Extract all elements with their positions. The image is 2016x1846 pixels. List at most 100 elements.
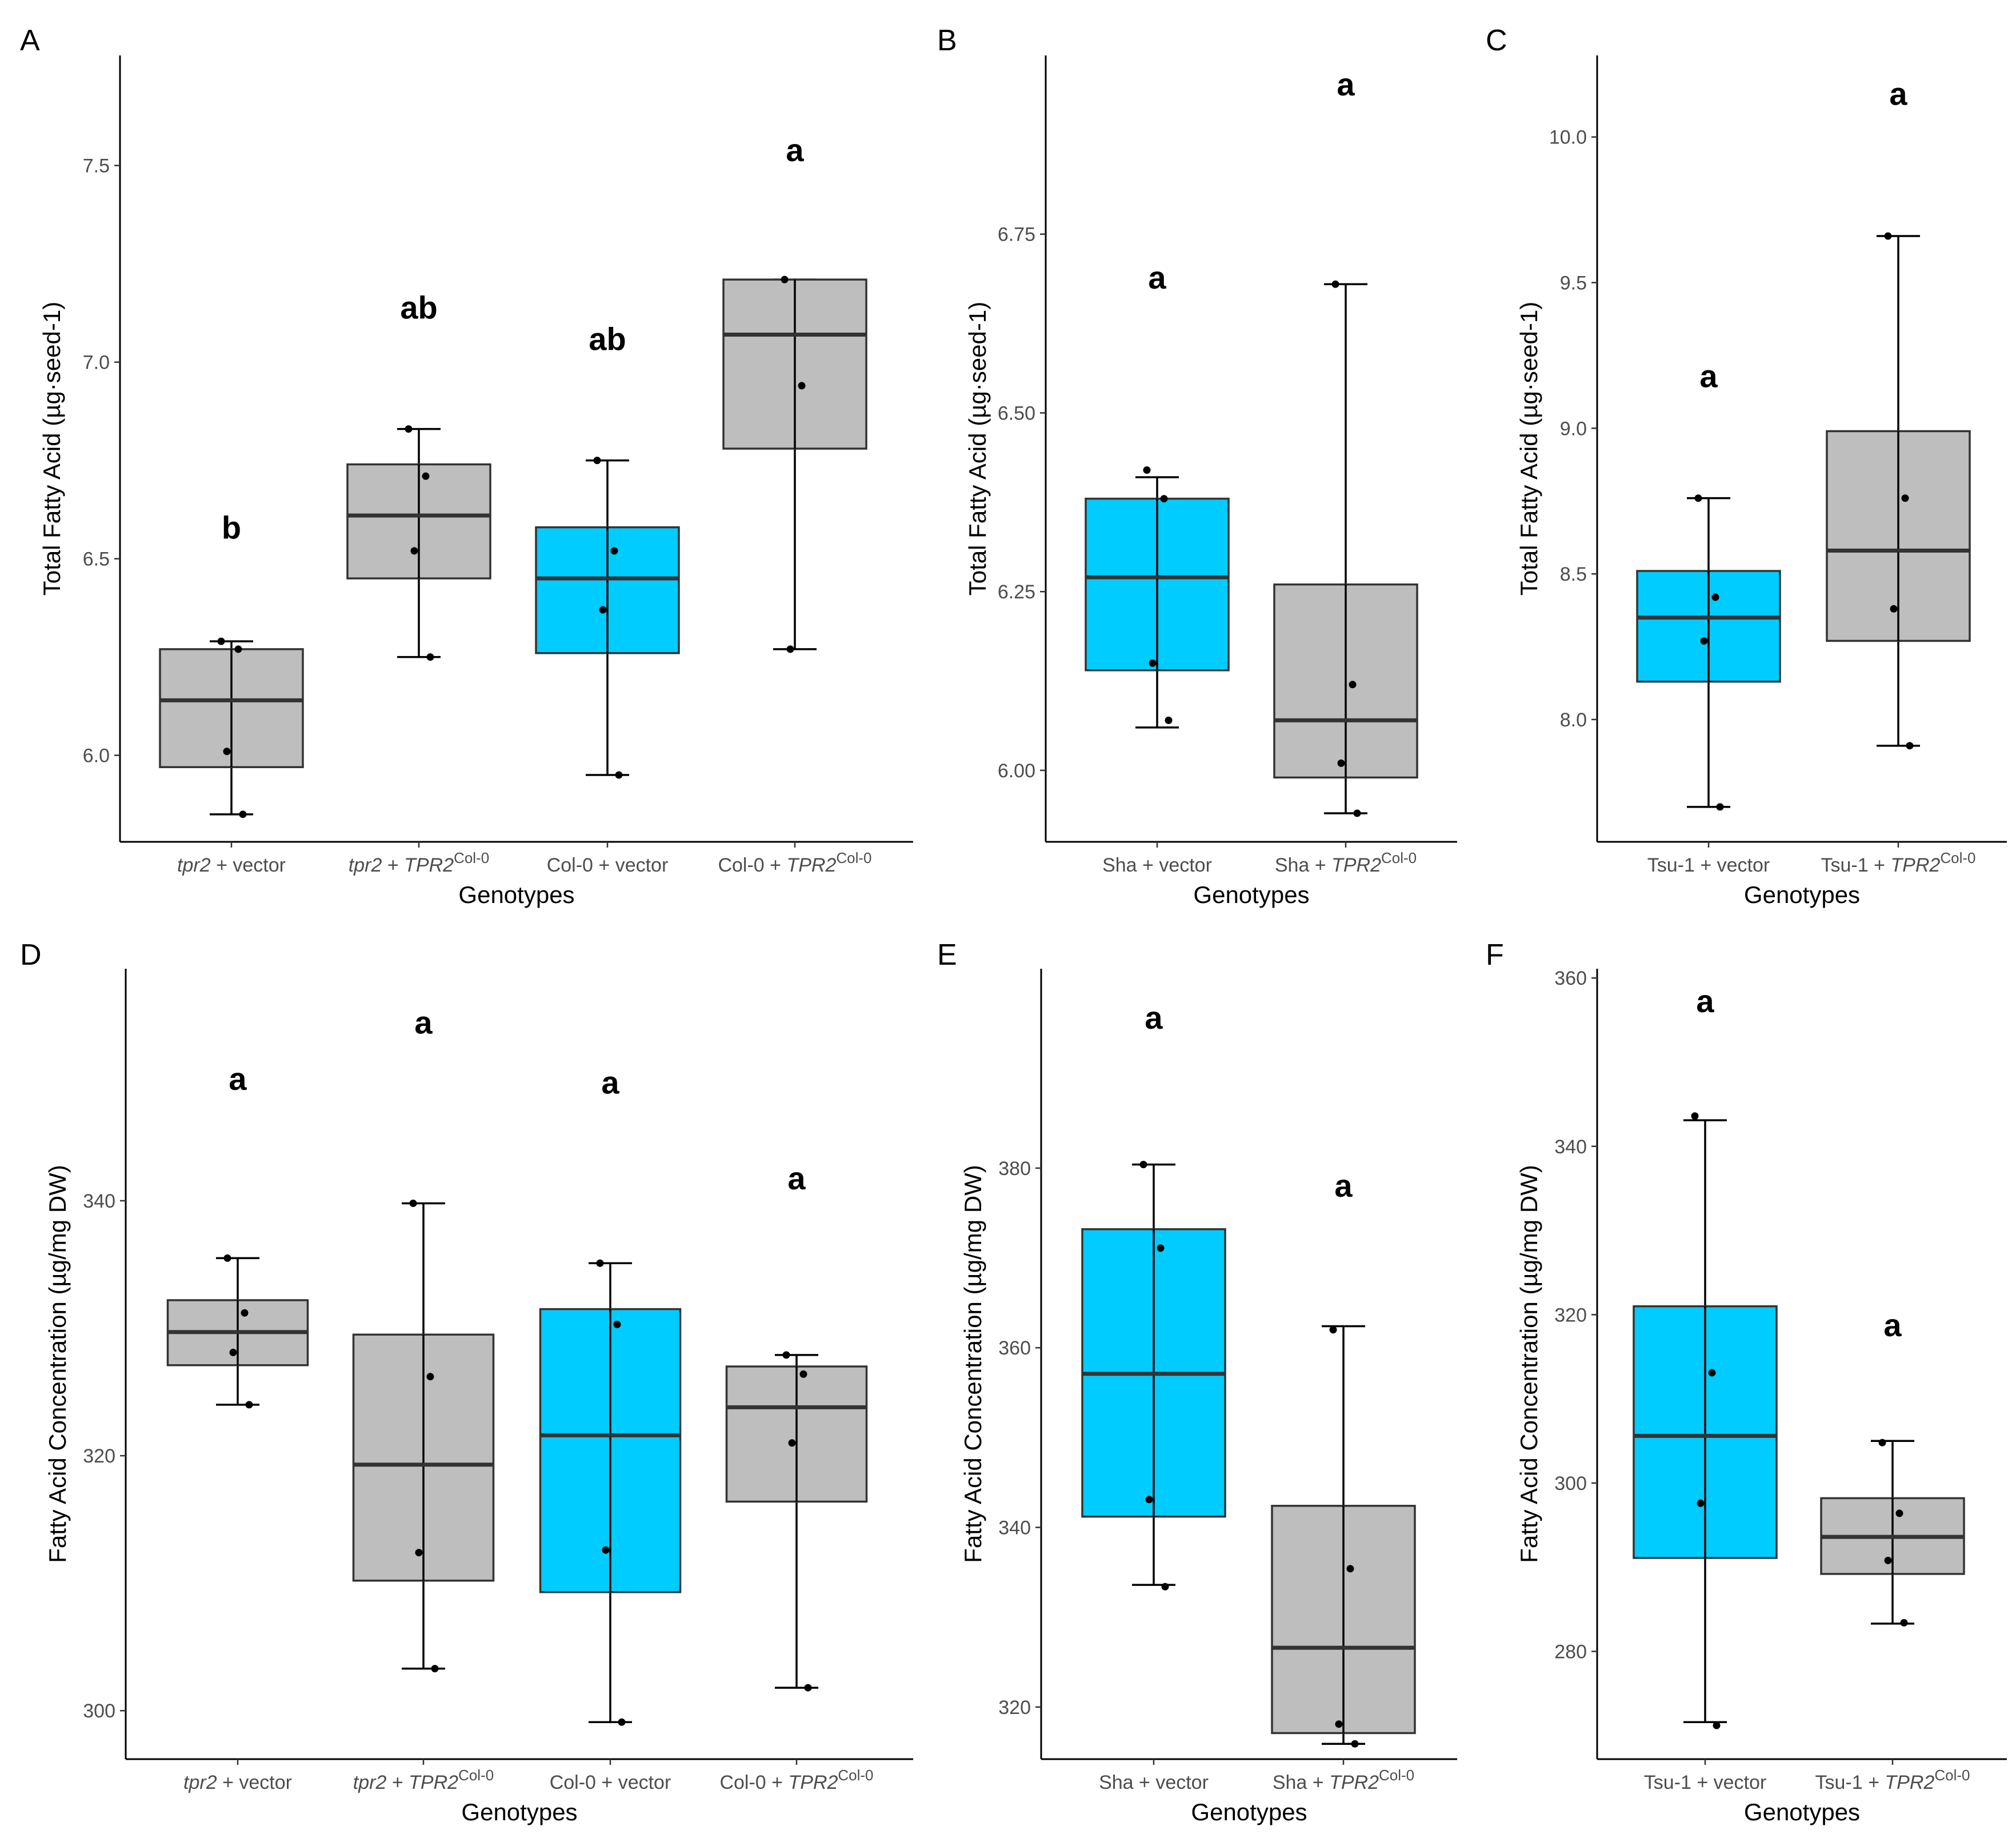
box-group: a — [725, 1160, 868, 1692]
data-point — [1900, 1619, 1908, 1627]
data-point — [409, 1199, 417, 1207]
y-tick-label: 380 — [998, 1158, 1031, 1180]
significance-letter: a — [601, 1065, 619, 1101]
significance-letter: a — [229, 1061, 247, 1097]
data-point — [239, 810, 247, 818]
data-point — [1351, 1740, 1359, 1748]
box-group: b — [159, 510, 304, 818]
y-tick-label: 340 — [998, 1517, 1031, 1539]
data-point — [798, 382, 806, 390]
significance-letter: a — [1696, 983, 1714, 1019]
data-point — [1349, 681, 1357, 689]
y-axis-title: Total Fatty Acid (µg·seed-1) — [1515, 302, 1542, 596]
x-tick-label: Sha + vector — [1102, 854, 1212, 876]
x-tick-label: Tsu-1 + TPR2Col-0 — [1815, 1767, 1970, 1793]
data-point — [1691, 1112, 1699, 1120]
y-tick-label: 360 — [998, 1337, 1031, 1359]
y-axis-title: Fatty Acid Concentration (µg/mg DW) — [1515, 1165, 1542, 1563]
y-tick-label: 320 — [83, 1445, 115, 1467]
y-tick-label: 280 — [1554, 1641, 1587, 1663]
data-point — [217, 637, 225, 645]
y-tick-label: 7.5 — [83, 155, 110, 177]
x-tick-label: Sha + vector — [1099, 1772, 1209, 1793]
y-axis-title: Fatty Acid Concentration (µg/mg DW) — [959, 1165, 986, 1563]
panel-c: C 8.0 8.5 9.0 9.5 10.0 Total Fatty Acid (µg·se… — [1486, 24, 2007, 908]
data-point — [1337, 759, 1345, 767]
data-point — [788, 1439, 796, 1447]
data-point — [782, 1351, 790, 1359]
box-group: a — [1085, 259, 1230, 729]
panel-label: E — [937, 938, 957, 972]
y-tick-label: 8.0 — [1560, 709, 1587, 731]
y-tick-label: 300 — [1554, 1473, 1587, 1495]
data-point — [1161, 1583, 1169, 1591]
data-point — [1884, 232, 1892, 240]
x-tick-label: Sha + TPR2Col-0 — [1275, 849, 1417, 876]
y-tick-label: 300 — [83, 1700, 115, 1722]
box-group: a — [166, 1061, 309, 1409]
data-point — [426, 1373, 434, 1381]
panel-label: B — [937, 24, 957, 57]
x-tick-label: Tsu-1 + vector — [1644, 1772, 1766, 1793]
box-group: a — [722, 132, 867, 653]
data-point — [602, 1546, 610, 1554]
x-tick-label: Sha + TPR2Col-0 — [1273, 1767, 1414, 1793]
box-group: a — [1273, 66, 1418, 817]
box-group: a — [1826, 75, 1971, 750]
y-tick-label: 6.25 — [998, 581, 1035, 603]
data-point — [804, 1684, 812, 1692]
data-point — [1331, 280, 1339, 288]
data-point — [422, 472, 430, 480]
data-point — [410, 547, 418, 555]
data-point — [1890, 605, 1898, 613]
significance-letter: a — [1883, 1307, 1902, 1343]
data-point — [223, 1254, 231, 1262]
data-point — [1145, 1496, 1153, 1504]
data-point — [1143, 466, 1151, 474]
data-point — [1700, 637, 1708, 645]
x-tick-label: Col-0 + TPR2Col-0 — [718, 849, 871, 876]
box-group: a — [1633, 983, 1778, 1729]
data-point — [1878, 1439, 1886, 1447]
y-tick-label: 7.0 — [83, 352, 110, 374]
significance-letter: a — [1148, 259, 1166, 295]
data-point — [1711, 593, 1719, 601]
x-tick-label: tpr2 + vector — [177, 854, 286, 876]
x-tick-label: tpr2 + TPR2Col-0 — [349, 849, 489, 876]
data-point — [1901, 494, 1909, 502]
y-axis-title: Total Fatty Acid (µg·seed-1) — [964, 302, 991, 596]
panel-label: D — [20, 938, 42, 972]
y-tick-label: 360 — [1554, 968, 1587, 989]
data-point — [1906, 742, 1914, 750]
y-tick-label: 10.0 — [1549, 127, 1587, 149]
panel-label: F — [1486, 938, 1504, 972]
panel-d: D 300 320 340 Fatty Acid Concentration (µg/m… — [20, 938, 913, 1825]
y-tick-label: 320 — [998, 1697, 1031, 1719]
box-group: ab — [535, 321, 680, 779]
y-axis-title: Total Fatty Acid (µg·seed-1) — [38, 302, 65, 596]
data-point — [1353, 809, 1361, 817]
data-point — [1139, 1161, 1147, 1169]
significance-letter: a — [1334, 1168, 1353, 1204]
panel-label: C — [1486, 24, 1507, 57]
data-point — [415, 1549, 423, 1557]
box-group: a — [539, 1065, 682, 1726]
y-tick-label: 340 — [83, 1190, 115, 1212]
data-point — [786, 645, 794, 653]
x-tick-label: tpr2 + vector — [183, 1772, 292, 1793]
x-tick-label: tpr2 + TPR2Col-0 — [353, 1767, 494, 1793]
x-axis-title: Genotypes — [458, 881, 574, 908]
data-point — [1165, 716, 1173, 724]
data-point — [431, 1665, 439, 1673]
data-point — [426, 653, 434, 661]
significance-letter: a — [786, 132, 804, 168]
data-point — [223, 748, 231, 756]
data-point — [610, 547, 618, 555]
y-tick-label: 340 — [1554, 1136, 1587, 1158]
y-tick-label: 6.5 — [83, 549, 110, 570]
data-point — [615, 771, 623, 779]
data-point — [1694, 494, 1702, 502]
x-axis-title: Genotypes — [1744, 881, 1860, 908]
x-tick-label: Col-0 + vector — [550, 1772, 671, 1793]
